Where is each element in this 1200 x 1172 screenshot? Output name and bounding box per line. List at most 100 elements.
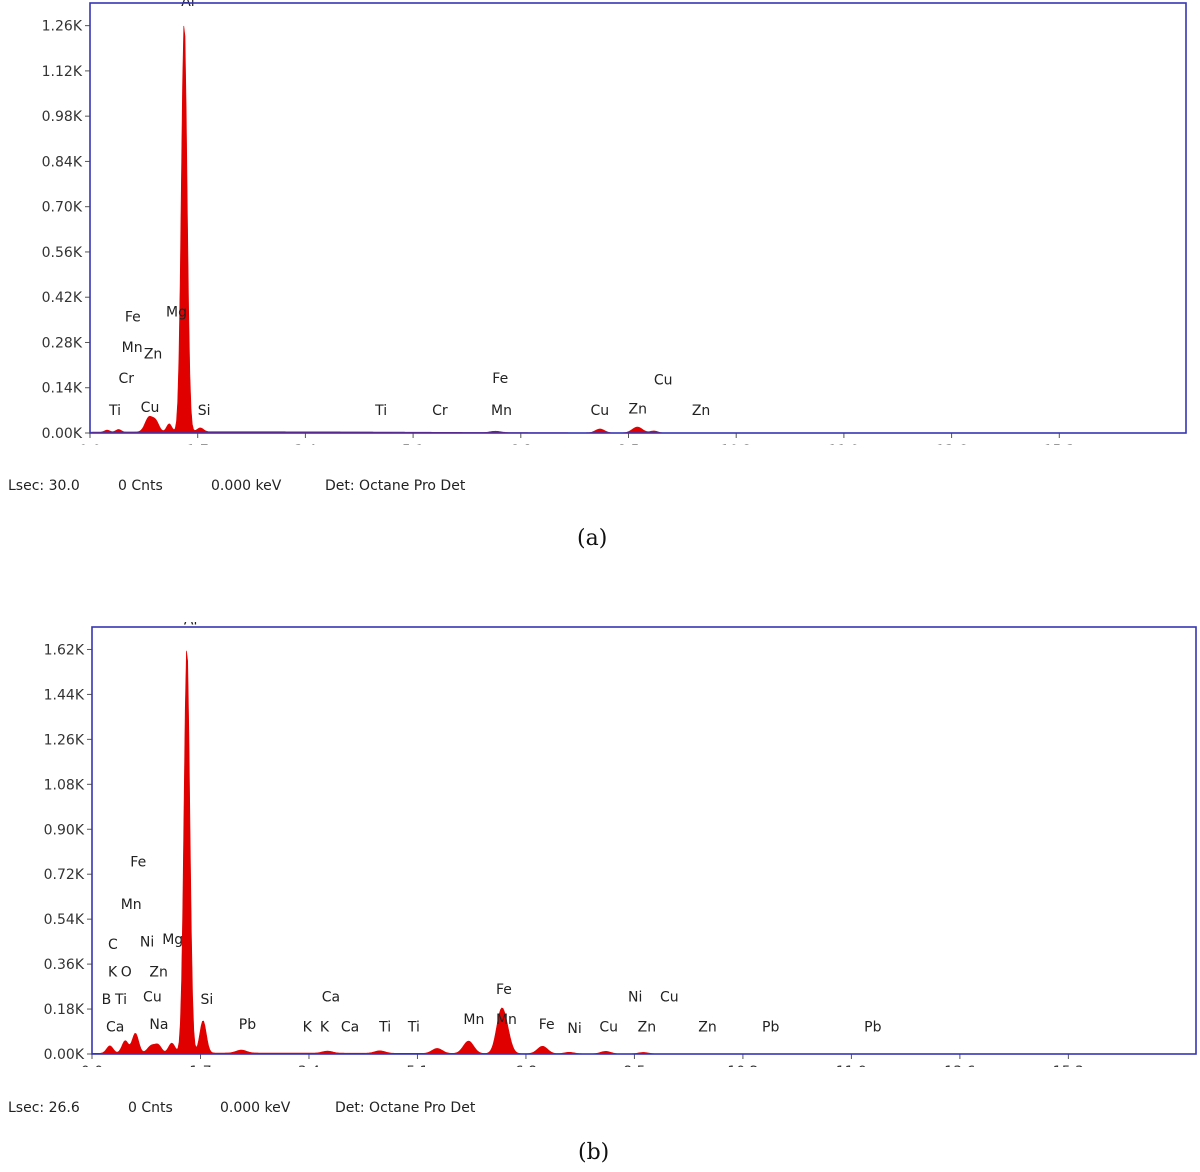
element-label: Pb xyxy=(239,1017,256,1033)
x-tick-label: 1.7 xyxy=(187,443,209,445)
element-label: Zn xyxy=(692,403,710,419)
element-label: Zn xyxy=(144,347,162,363)
y-tick-label: 0.90K xyxy=(44,822,85,838)
element-label: K xyxy=(108,965,118,981)
element-label: Al xyxy=(184,622,197,629)
element-label: Fe xyxy=(130,855,146,871)
y-tick-label: 0.00K xyxy=(42,426,83,442)
x-tick-label: 6.8 xyxy=(510,443,532,445)
element-label: Cu xyxy=(660,990,679,1006)
element-label: Mn xyxy=(491,403,512,419)
cursor-energy: 0.000 keV xyxy=(220,1100,291,1116)
element-label: Fe xyxy=(539,1017,555,1033)
spectrum-area xyxy=(91,650,1196,1055)
x-tick-label: 10.2 xyxy=(727,1064,758,1067)
element-label: Mn xyxy=(463,1012,484,1028)
x-tick-label: 8.5 xyxy=(617,443,639,445)
element-label: Pb xyxy=(864,1020,881,1036)
detector-name: Det: Octane Pro Det xyxy=(335,1100,476,1116)
element-label: Ca xyxy=(322,990,340,1006)
element-label: B xyxy=(102,992,112,1008)
element-label: Cr xyxy=(432,403,448,419)
element-label: Cu xyxy=(654,373,673,389)
element-label: Fe xyxy=(492,371,508,387)
element-label: Cu xyxy=(590,403,609,419)
x-tick-label: 1.7 xyxy=(189,1064,211,1067)
y-tick-label: 0.36K xyxy=(44,957,85,973)
element-label: K xyxy=(320,1020,330,1036)
y-tick-label: 0.42K xyxy=(42,290,83,306)
element-label: K xyxy=(303,1020,313,1036)
y-tick-label: 0.98K xyxy=(42,109,83,125)
x-tick-label: 15.3 xyxy=(1044,443,1075,445)
element-label: Ni xyxy=(567,1021,581,1037)
y-tick-label: 0.14K xyxy=(42,381,83,397)
element-label: Ca xyxy=(106,1020,124,1036)
plot-frame xyxy=(91,626,1197,1055)
y-tick-label: 1.62K xyxy=(44,642,85,658)
y-tick-label: 1.26K xyxy=(42,19,83,35)
cursor-energy: 0.000 keV xyxy=(211,478,282,494)
x-tick-label: 6.8 xyxy=(515,1064,537,1067)
cursor-counts: 0 Cnts xyxy=(128,1100,173,1116)
y-tick-label: 0.70K xyxy=(42,200,83,216)
cursor-counts: 0 Cnts xyxy=(118,478,163,494)
element-label: Cr xyxy=(119,371,135,387)
element-label: Mg xyxy=(162,932,183,948)
y-tick-label: 1.08K xyxy=(44,777,85,793)
plot-frame xyxy=(89,2,1187,434)
x-tick-label: 3.4 xyxy=(298,1064,320,1067)
element-label: Si xyxy=(200,992,213,1008)
element-label: Ti xyxy=(114,992,127,1008)
y-tick-label: 0.72K xyxy=(44,867,85,883)
element-label: Cu xyxy=(599,1020,618,1036)
caption-a: (a) xyxy=(577,526,608,551)
element-label: Fe xyxy=(496,982,512,998)
spectrum-chart-b: 0.00K 0.18K 0.36K 0.54K 0.72K 0.90K 1.08K 1.26K… xyxy=(44,622,1197,1067)
element-label: Na xyxy=(149,1017,168,1033)
x-tick-label: 0.0 xyxy=(81,1064,103,1067)
detector-name: Det: Octane Pro Det xyxy=(325,478,466,494)
element-label: Al xyxy=(181,0,194,10)
x-tick-label: 8.5 xyxy=(623,1064,645,1067)
element-label: Ca xyxy=(341,1020,359,1036)
x-tick-label: 5.1 xyxy=(406,1064,428,1067)
element-label: Zn xyxy=(698,1020,716,1036)
element-label: C xyxy=(108,937,118,953)
element-label: Ni xyxy=(628,990,642,1006)
y-tick-label: 1.12K xyxy=(42,64,83,80)
y-tick-label: 0.54K xyxy=(44,912,85,928)
element-label: Mn xyxy=(496,1012,517,1028)
element-label: Cu xyxy=(141,400,160,416)
element-label: Mn xyxy=(121,897,142,913)
y-tick-label: 1.26K xyxy=(44,732,85,748)
live-seconds: Lsec: 26.6 xyxy=(8,1100,80,1116)
y-tick-label: 0.00K xyxy=(44,1047,85,1063)
x-tick-label: 11.9 xyxy=(828,443,859,445)
element-label: Ti xyxy=(374,403,387,419)
spectrum-chart-a: 0.00K 0.14K 0.28K 0.42K 0.56K 0.70K 0.84K 0.98K… xyxy=(42,0,1187,445)
x-tick-label: 13.6 xyxy=(936,443,967,445)
element-label: Zn xyxy=(149,965,167,981)
y-tick-label: 0.18K xyxy=(44,1002,85,1018)
x-tick-label: 11.9 xyxy=(836,1064,867,1067)
x-tick-label: 10.2 xyxy=(721,443,752,445)
element-label: Pb xyxy=(762,1020,779,1036)
y-tick-label: 0.28K xyxy=(42,335,83,351)
element-label: Ni xyxy=(140,935,154,951)
x-tick-label: 3.4 xyxy=(294,443,316,445)
x-tick-label: 13.6 xyxy=(944,1064,975,1067)
x-tick-label: 5.1 xyxy=(402,443,424,445)
element-label: Zn xyxy=(638,1020,656,1036)
element-label: Mn xyxy=(122,340,143,356)
element-label: Fe xyxy=(125,309,141,325)
element-label: Ti xyxy=(407,1020,420,1036)
x-tick-label: 0.0 xyxy=(79,443,101,445)
live-seconds: Lsec: 30.0 xyxy=(8,478,80,494)
caption-b: (b) xyxy=(578,1140,610,1165)
element-label: O xyxy=(121,965,132,981)
spectrum-area xyxy=(89,25,1186,434)
y-tick-label: 0.84K xyxy=(42,154,83,170)
element-label: Zn xyxy=(628,402,646,418)
y-tick-label: 0.56K xyxy=(42,245,83,261)
